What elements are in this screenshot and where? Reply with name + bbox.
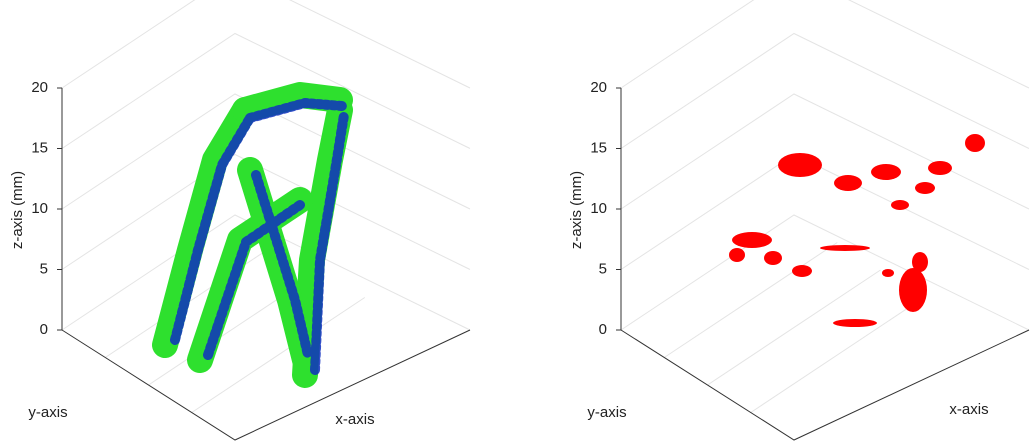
z-tick-label: 5: [40, 260, 48, 277]
blob: [899, 268, 927, 312]
grid-line: [621, 94, 1029, 209]
grid-line: [621, 34, 1029, 149]
blob: [792, 265, 812, 277]
z-axis-label: z-axis (mm): [9, 171, 26, 249]
blob: [915, 182, 935, 194]
grid-line: [621, 0, 1029, 88]
point-cloud: [165, 95, 344, 375]
z-tick-label: 15: [590, 139, 607, 156]
grid-line: [621, 215, 1029, 330]
z-tick-label: 20: [590, 79, 607, 96]
z-tick-label: 0: [40, 321, 48, 338]
plot: 0 5 10 15 20 z-axis (mm) y-axis x-axis: [9, 0, 470, 440]
floor-grid: [664, 243, 837, 358]
blob: [764, 251, 782, 265]
z-axis-label: z-axis (mm): [568, 171, 585, 249]
blob: [729, 248, 745, 262]
grid-line: [62, 0, 470, 88]
blob: [732, 232, 772, 248]
blob: [965, 134, 985, 152]
y-axis-label: y-axis: [587, 404, 626, 421]
y-axis-label: y-axis: [28, 404, 67, 421]
blob: [912, 252, 928, 272]
z-tick-label: 20: [31, 79, 48, 96]
z-tick-label: 10: [31, 200, 48, 217]
figure: 0 5 10 15 20 z-axis (mm) y-axis x-axis 0 5 10 15 20…: [0, 0, 1032, 444]
grid-line: [621, 155, 1029, 270]
blob: [871, 164, 901, 180]
floor-edge: [62, 330, 470, 440]
x-axis-label: x-axis: [949, 401, 988, 418]
floor-grid: [708, 270, 881, 385]
plot: 0 5 10 15 20 z-axis (mm) y-axis x-axis: [568, 0, 1029, 440]
z-tick-label: 5: [599, 260, 607, 277]
floor-grid: [751, 298, 924, 413]
blob: [882, 269, 894, 277]
z-tick-label: 10: [590, 200, 607, 217]
point-cloud: [729, 134, 985, 327]
blob: [891, 200, 909, 210]
blob: [820, 245, 870, 251]
blob: [928, 161, 952, 175]
floor-edge: [621, 330, 1029, 440]
page: 0 5 10 15 20 z-axis (mm) y-axis x-axis 0 5 10 15 20…: [0, 0, 1032, 444]
blob: [833, 319, 877, 327]
blob: [834, 175, 862, 191]
z-tick-label: 0: [599, 321, 607, 338]
blob: [778, 153, 822, 177]
x-axis-label: x-axis: [335, 411, 374, 428]
z-tick-label: 15: [31, 139, 48, 156]
